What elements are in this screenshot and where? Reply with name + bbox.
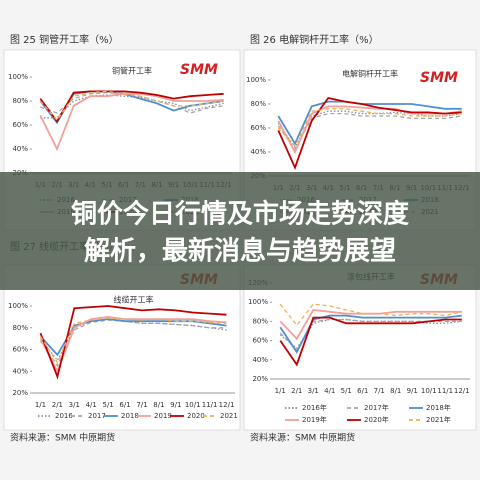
inner-title: 线缆开工率	[114, 295, 154, 305]
chart-title: 图 25 铜管开工率（%）	[10, 33, 119, 46]
y-tick-label: 40%	[252, 356, 268, 364]
inner-title: 电解铜杆开工率	[342, 69, 398, 79]
legend-label: 2020年	[364, 415, 389, 424]
y-tick-label: 60%	[252, 337, 268, 345]
headline: 铜价今日行情及市场走势深度	[71, 199, 409, 230]
y-tick-label: 40%	[12, 145, 28, 153]
series-line	[279, 316, 462, 367]
y-tick-label: 60%	[12, 346, 28, 354]
headline: 解析，最新消息与趋势展望	[84, 236, 396, 267]
y-tick-label: 100%	[8, 302, 28, 310]
x-tick-label: 7/1	[136, 401, 147, 409]
series-line	[279, 303, 462, 327]
x-tick-label: 3/1	[69, 401, 80, 409]
logo: SMM	[420, 70, 458, 86]
series-line	[277, 100, 462, 146]
x-tick-label: 5/1	[341, 387, 352, 395]
y-tick-label: 80%	[250, 100, 266, 108]
x-tick-label: 3/1	[308, 387, 319, 395]
y-tick-label: 20%	[12, 389, 28, 397]
series-line	[277, 108, 462, 148]
legend-label: 2021	[220, 412, 238, 420]
x-tick-label: 8/1	[390, 387, 401, 395]
series-line	[39, 92, 224, 152]
x-tick-label: 1/1	[275, 387, 286, 395]
legend-label: 2017年	[364, 403, 389, 412]
x-tick-label: 2/1	[52, 401, 63, 409]
x-tick-label: 12/1	[454, 387, 470, 395]
x-tick-label: 2/1	[291, 387, 302, 395]
y-tick-label: 40%	[12, 367, 28, 375]
x-tick-label: 11/1	[437, 387, 453, 395]
panel	[243, 264, 477, 431]
y-tick-label: 60%	[12, 121, 28, 129]
x-tick-label: 9/1	[170, 401, 181, 409]
source: 资料来源：SMM 中原期货	[10, 432, 115, 444]
legend-label: 2018	[121, 412, 139, 420]
y-tick-label: 60%	[250, 124, 266, 132]
series-line	[39, 90, 224, 124]
x-tick-label: 1/1	[35, 401, 46, 409]
series-line	[39, 90, 224, 122]
x-tick-label: 6/1	[357, 387, 368, 395]
y-tick-label: 80%	[12, 324, 28, 332]
legend-label: 2021年	[426, 415, 451, 424]
series-line	[39, 305, 227, 380]
source: 资料来源：SMM 中原期货	[250, 432, 355, 444]
legend-label: 2017	[88, 412, 106, 420]
legend-label: 2016	[55, 412, 73, 420]
x-tick-label: 9/1	[407, 387, 418, 395]
legend-label: 2016年	[302, 403, 327, 412]
x-tick-label: 10/1	[185, 401, 201, 409]
x-tick-label: 11/1	[202, 401, 218, 409]
x-tick-label: 4/1	[324, 387, 335, 395]
legend-label: 2019	[154, 412, 172, 420]
legend-label: 2019年	[302, 415, 327, 424]
series-line	[277, 110, 462, 149]
y-tick-label: 20%	[252, 375, 268, 383]
inner-title: 铜管开工率	[112, 66, 152, 76]
y-tick-label: 80%	[252, 317, 268, 325]
y-tick-label: 100%	[8, 73, 28, 81]
x-tick-label: 5/1	[102, 401, 113, 409]
legend-label: 2018年	[426, 403, 451, 412]
logo: SMM	[180, 62, 218, 78]
x-tick-label: 10/1	[421, 387, 437, 395]
series-line	[39, 317, 227, 364]
x-tick-label: 8/1	[153, 401, 164, 409]
y-tick-label: 40%	[250, 148, 266, 156]
series-line	[277, 105, 462, 155]
x-tick-label: 12/1	[219, 401, 235, 409]
series-line	[277, 96, 462, 171]
y-tick-label: 100%	[248, 298, 268, 306]
panel	[3, 264, 241, 431]
x-tick-label: 4/1	[86, 401, 97, 409]
banner	[0, 172, 480, 290]
y-tick-label: 100%	[246, 76, 266, 84]
series-line	[277, 112, 462, 151]
y-tick-label: 80%	[12, 97, 28, 105]
legend-label: 2020	[187, 412, 205, 420]
x-tick-label: 7/1	[374, 387, 385, 395]
x-tick-label: 6/1	[119, 401, 130, 409]
chart-title: 图 26 电解铜杆开工率（%）	[250, 33, 379, 46]
